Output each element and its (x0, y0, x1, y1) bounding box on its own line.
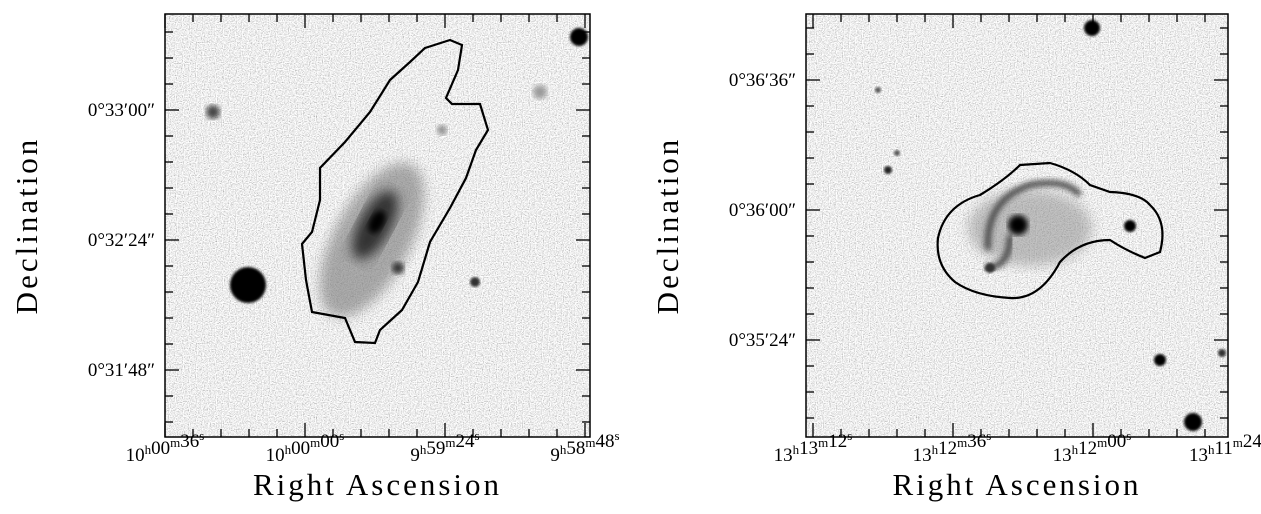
frame-right (805, 13, 1229, 438)
y-axis-title: Declination (650, 137, 685, 315)
x-axis-title: Right Ascension (253, 467, 502, 502)
x-tick-label: 13h11m24s (1189, 428, 1261, 466)
x-tick-label: 9h59m24s (410, 428, 479, 466)
y-tick-label: 0°36′36″ (729, 70, 796, 91)
x-tick-label: 13h12m36s (913, 428, 992, 466)
x-tick-label: 13h12m00s (1053, 428, 1132, 466)
y-tick-label: 0°35′24″ (729, 330, 796, 351)
image-left (165, 14, 590, 437)
y-tick-label: 0°32′24″ (88, 230, 155, 251)
x-axis-title: Right Ascension (892, 467, 1141, 502)
y-tick-label: 0°31′48″ (88, 360, 155, 381)
frame-left (164, 13, 591, 438)
y-axis-title: Declination (9, 137, 44, 315)
image-right (806, 14, 1228, 437)
x-tick-label: 10h00m36s (126, 428, 205, 466)
x-tick-label: 10h00m00s (266, 428, 345, 466)
y-tick-label: 0°36′00″ (729, 200, 796, 221)
x-tick-label: 9h58m48s (550, 428, 619, 466)
x-tick-label: 13h13m12s (774, 428, 853, 466)
y-tick-label: 0°33′00″ (88, 100, 155, 121)
